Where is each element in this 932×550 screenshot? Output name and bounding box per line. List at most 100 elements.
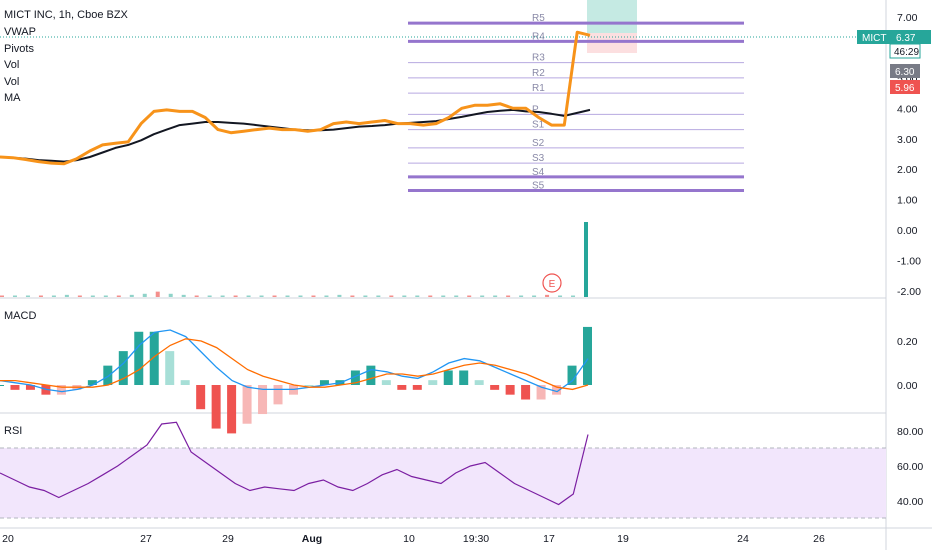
- macd-histogram-bar: [118, 351, 128, 385]
- indicator-ma[interactable]: MA: [4, 92, 21, 104]
- volume-bar: [467, 295, 472, 297]
- time-tick-label: 24: [737, 533, 749, 545]
- volume-bar: [142, 293, 147, 297]
- pivot-label-r5: R5: [532, 13, 545, 24]
- svg-text:6.30: 6.30: [895, 67, 915, 78]
- volume-bar: [506, 295, 511, 297]
- time-tick-label: 19:30: [463, 533, 489, 545]
- time-tick-label: 17: [543, 533, 555, 545]
- macd-histogram-bar: [180, 380, 190, 385]
- volume-bar: [480, 295, 485, 297]
- rsi-line: [0, 421, 589, 506]
- macd-tick-label: 0.20: [897, 336, 918, 348]
- vwap-line: [0, 30, 591, 166]
- price-tick-label: 7.00: [897, 12, 918, 24]
- volume-bar: [129, 294, 134, 297]
- time-tick-label: 27: [140, 533, 152, 545]
- target-box[interactable]: [587, 0, 637, 33]
- macd-histogram-bar: [583, 326, 592, 385]
- pivot-label-r3: R3: [532, 53, 545, 64]
- volume-bar: [415, 295, 420, 297]
- macd-histogram-bar: [273, 385, 283, 405]
- volume-bar: [493, 295, 498, 297]
- pivot-label-s3: S3: [532, 153, 545, 164]
- macd-histogram-bar: [304, 385, 314, 386]
- macd-histogram-bar: [149, 331, 159, 385]
- signal-line: [0, 338, 589, 391]
- volume-bar: [77, 295, 82, 297]
- price-tag-close: 6.30: [890, 64, 920, 78]
- price-tag-low: 5.96: [890, 80, 920, 94]
- macd-histogram-bar: [567, 365, 577, 385]
- indicator-pivots[interactable]: Pivots: [4, 43, 34, 55]
- volume-bar: [584, 222, 588, 297]
- macd-histogram-bar: [134, 331, 144, 385]
- macd-histogram-bar: [0, 385, 4, 386]
- time-axis: 20 27 29 Aug 10 19:30 17 19 24 26: [2, 533, 825, 545]
- rsi-pane-title[interactable]: RSI: [4, 425, 22, 437]
- price-tick-label: -2.00: [897, 286, 921, 298]
- price-tag-mict: MICT 6.37: [857, 30, 931, 44]
- volume-bar: [220, 295, 225, 297]
- svg-text:46:29: 46:29: [894, 47, 919, 58]
- macd-histogram-bar: [227, 385, 237, 434]
- rsi-tick-label: 80.00: [897, 426, 923, 438]
- macd-histogram-bar: [443, 370, 453, 385]
- volume-bar: [155, 291, 160, 297]
- rsi-band: [0, 448, 886, 518]
- ma-line: [0, 108, 591, 163]
- pivot-label-p: P: [532, 104, 539, 115]
- volume-bar: [181, 294, 186, 297]
- pivot-label-s5: S5: [532, 181, 545, 192]
- volume-bar: [90, 295, 95, 297]
- volume-bar: [298, 295, 303, 297]
- volume-bar: [311, 295, 316, 297]
- macd-histogram-bar: [474, 380, 484, 385]
- svg-text:6.37: 6.37: [896, 33, 916, 44]
- pivot-label-r1: R1: [532, 83, 545, 94]
- volume-bar: [545, 294, 550, 297]
- macd-histogram-bar: [319, 380, 329, 385]
- time-tick-label: 20: [2, 533, 14, 545]
- volume-bar: [246, 295, 251, 297]
- macd-histogram-bar: [103, 365, 113, 385]
- macd-histogram-bar: [25, 385, 35, 390]
- svg-text:5.96: 5.96: [895, 83, 915, 94]
- pivot-label-s4: S4: [532, 167, 545, 178]
- macd-tick-label: 0.00: [897, 380, 918, 392]
- pivot-label-s2: S2: [532, 138, 545, 149]
- macd-histogram-bar: [459, 370, 469, 385]
- volume-bar: [0, 295, 4, 297]
- volume-bar: [519, 295, 524, 297]
- earnings-event-badge[interactable]: E: [542, 273, 562, 293]
- macd-histogram-bar: [350, 370, 360, 385]
- indicator-vol-1[interactable]: Vol: [4, 59, 19, 71]
- volume-bar: [558, 295, 563, 297]
- macd-histogram-bar: [490, 385, 500, 390]
- macd-pane-title[interactable]: MACD: [4, 310, 36, 322]
- volume-bar: [64, 294, 69, 297]
- event-badge-label: E: [549, 279, 556, 290]
- macd-histogram-bar: [258, 385, 268, 415]
- volume-bar: [233, 295, 238, 297]
- price-series: [0, 30, 591, 166]
- volume-bar: [207, 295, 212, 297]
- symbol-title[interactable]: MICT INC, 1h, Cboe BZX: [4, 9, 129, 21]
- volume-bar: [402, 295, 407, 297]
- rsi-tick-label: 40.00: [897, 496, 923, 508]
- svg-text:MICT: MICT: [862, 33, 886, 44]
- macd-line: [0, 329, 589, 393]
- pivot-label-s1: S1: [532, 120, 545, 131]
- indicator-vol-2[interactable]: Vol: [4, 76, 19, 88]
- price-tag-countdown: 46:29: [889, 43, 921, 59]
- macd-histogram-bar: [165, 351, 175, 385]
- macd-pane: [0, 326, 592, 434]
- stop-box[interactable]: [587, 33, 637, 53]
- macd-histogram-bar: [381, 380, 391, 385]
- macd-histogram-bar: [505, 385, 515, 395]
- indicator-vwap[interactable]: VWAP: [4, 26, 36, 38]
- rsi-tick-label: 60.00: [897, 461, 923, 473]
- price-tick-label: 0.00: [897, 225, 918, 237]
- time-tick-label: Aug: [302, 533, 322, 545]
